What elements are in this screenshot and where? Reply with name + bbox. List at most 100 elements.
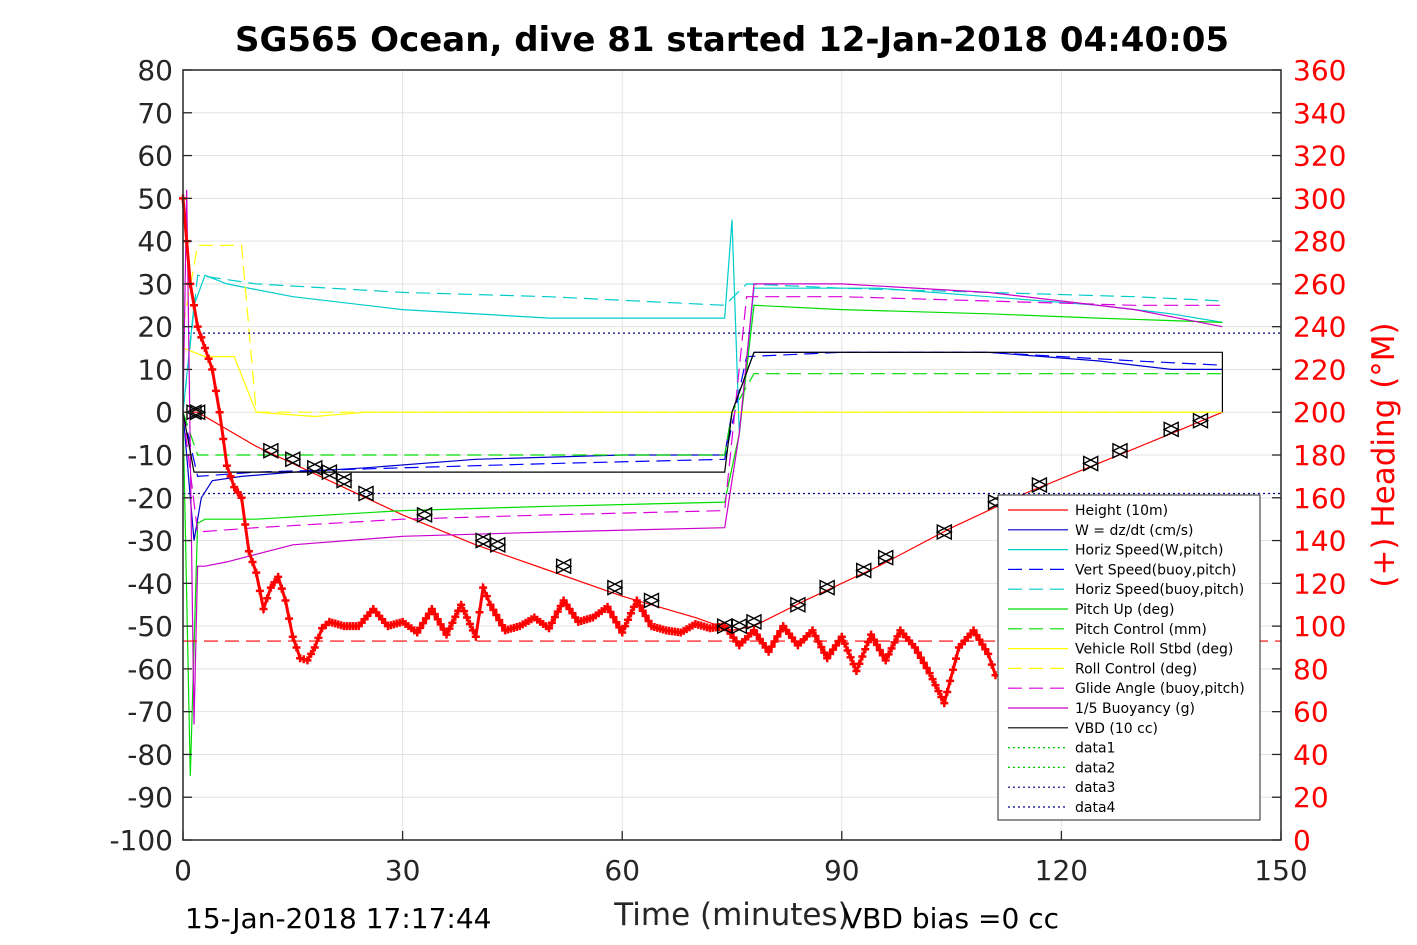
heading-point xyxy=(829,645,838,654)
heading-point xyxy=(314,633,323,642)
turn-marker-left xyxy=(335,472,352,489)
y-tick-label: -60 xyxy=(127,653,173,686)
heading-point xyxy=(197,333,206,342)
series-line xyxy=(182,219,1223,434)
heading-point xyxy=(981,645,990,654)
heading-point xyxy=(826,649,835,658)
timestamp-footer: 15-Jan-2018 17:17:44 xyxy=(185,902,491,935)
heading-point xyxy=(831,641,840,650)
heading-point xyxy=(984,649,993,658)
turn-marker-left xyxy=(789,596,806,613)
y-tick-label: 50 xyxy=(137,182,173,215)
heading-point xyxy=(310,643,319,652)
turn-marker-left xyxy=(818,579,835,596)
turn-marker-left xyxy=(1162,421,1179,438)
heading-point xyxy=(553,607,562,616)
vbd-bias-footer: VBD bias =0 cc xyxy=(843,902,1059,935)
legend-label: W = dz/dt (cm/s) xyxy=(1075,523,1194,539)
heading-point xyxy=(872,640,881,649)
series-lines xyxy=(182,189,1281,776)
turn-marker-left xyxy=(320,463,338,481)
heading-point xyxy=(255,586,264,595)
heading-point xyxy=(867,630,876,639)
series-line xyxy=(182,296,1223,533)
heading-point xyxy=(430,610,439,619)
y2-tick-label: 320 xyxy=(1293,140,1346,173)
heading-point xyxy=(285,614,294,623)
y-tick-label: -30 xyxy=(127,525,173,558)
heading-point xyxy=(943,687,952,696)
turn-marker-left xyxy=(185,404,202,421)
heading-point xyxy=(893,632,902,641)
heading-point xyxy=(776,627,785,636)
heading-point xyxy=(436,620,445,629)
heading-point xyxy=(911,643,919,652)
heading-point xyxy=(934,687,943,696)
heading-point xyxy=(629,602,638,611)
heading-point xyxy=(638,606,647,615)
heading-point xyxy=(211,386,220,395)
legend-label: 1/5 Buoyancy (g) xyxy=(1075,701,1195,717)
heading-point xyxy=(881,656,890,665)
heading-point xyxy=(834,637,843,646)
turn-marker-left xyxy=(284,451,301,468)
y2-tick-label: 20 xyxy=(1293,781,1329,814)
heading-point xyxy=(442,630,451,639)
legend-label: Vert Speed(buoy,pitch) xyxy=(1075,562,1237,578)
legend-label: Height (10m) xyxy=(1075,503,1168,519)
heading-point xyxy=(448,618,457,627)
right-y-axis: 3603403203002802602402202001801601401201… xyxy=(1272,54,1346,857)
heading-point xyxy=(951,654,960,663)
heading-point xyxy=(465,619,474,628)
heading-point xyxy=(875,646,884,655)
y-tick-label: -10 xyxy=(127,439,173,472)
heading-point xyxy=(479,583,488,592)
y-tick-label: 30 xyxy=(137,268,173,301)
heading-point xyxy=(495,616,504,625)
y2-tick-label: 200 xyxy=(1293,396,1346,429)
heading-point xyxy=(937,693,946,702)
heading-point xyxy=(568,609,577,618)
heading-point xyxy=(307,649,316,658)
heading-point xyxy=(840,639,849,648)
turn-markers xyxy=(185,404,1210,635)
heading-point xyxy=(755,634,764,643)
x-tick-label: 90 xyxy=(824,854,860,887)
heading-point xyxy=(550,613,559,622)
heading-point xyxy=(928,675,937,684)
y-tick-label: 10 xyxy=(137,353,173,386)
y-tick-label: 20 xyxy=(137,311,173,344)
turn-marker-left xyxy=(555,558,572,575)
heading-point xyxy=(946,676,955,685)
heading-point xyxy=(222,461,231,470)
heading-point xyxy=(644,616,653,625)
heading-point xyxy=(482,592,491,601)
turn-marker-left xyxy=(855,562,872,579)
heading-point xyxy=(749,626,758,635)
heading-point xyxy=(916,653,925,662)
heading-point xyxy=(193,322,202,331)
y2-tick-label: 140 xyxy=(1293,525,1346,558)
x-tick-label: 30 xyxy=(385,854,421,887)
y2-tick-label: 260 xyxy=(1293,268,1346,301)
heading-point xyxy=(489,605,498,614)
heading-point xyxy=(612,618,621,627)
heading-point xyxy=(852,667,861,676)
heading-point xyxy=(635,601,644,610)
left-y-axis: 80 70 60 50 40 30 20 10 0 -10 -20 -30 -40 -50 -60 -70 -8… xyxy=(109,54,192,857)
heading-point xyxy=(764,647,773,656)
turn-marker-left xyxy=(745,613,762,630)
turn-marker-left xyxy=(1082,455,1099,472)
legend-label: data1 xyxy=(1075,741,1115,757)
series-line xyxy=(182,304,1223,776)
turn-marker-left xyxy=(642,592,660,609)
turn-marker-left xyxy=(877,549,894,566)
x-tick-label: 150 xyxy=(1254,854,1307,887)
y2-tick-label: 280 xyxy=(1293,225,1346,258)
heading-point xyxy=(274,572,283,581)
heading-point xyxy=(767,642,776,651)
heading-point xyxy=(230,483,239,492)
heading-point xyxy=(624,615,633,624)
heading-point xyxy=(626,609,635,618)
heading-point xyxy=(571,613,580,622)
